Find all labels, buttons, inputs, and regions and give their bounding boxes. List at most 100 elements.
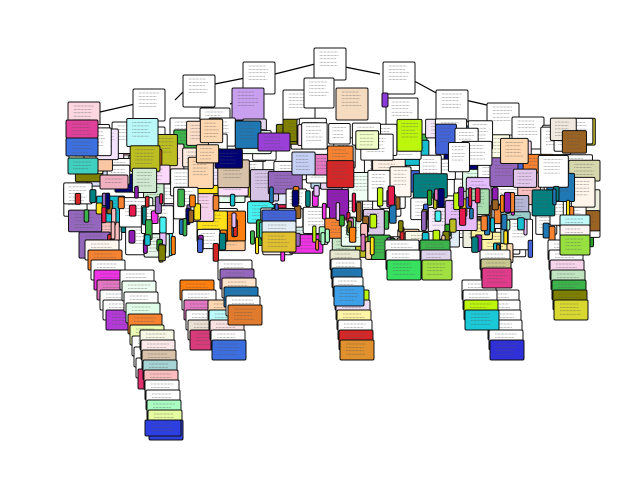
tree-node xyxy=(99,174,129,190)
tree-node xyxy=(170,235,176,256)
tree-node xyxy=(480,215,488,232)
tree-node xyxy=(126,118,159,147)
tree-node-box xyxy=(491,199,499,211)
tree-node-box xyxy=(254,236,260,255)
tree-node xyxy=(189,194,196,208)
tree-node-box xyxy=(324,228,330,243)
tree-node-box xyxy=(381,92,389,108)
tree-node-box xyxy=(369,236,375,256)
tree-node xyxy=(434,210,442,222)
tree-node-box xyxy=(480,215,488,232)
tree-node-box xyxy=(144,419,182,437)
tree-node xyxy=(335,87,369,121)
tree-node-box xyxy=(170,235,176,256)
tree-node-box xyxy=(421,210,427,232)
tree-node-box xyxy=(101,206,107,224)
tree-node-box xyxy=(499,194,505,213)
tree-node-box xyxy=(389,204,397,224)
tree-node xyxy=(199,118,224,144)
tree-node xyxy=(324,228,330,243)
tree-node xyxy=(469,207,474,220)
tree-node-box xyxy=(144,234,151,246)
tree-node-box xyxy=(512,168,538,188)
tree-node-box xyxy=(537,154,569,188)
tree-node xyxy=(159,216,167,234)
tree-node xyxy=(512,168,538,188)
tree-node-box xyxy=(468,187,473,207)
tree-node-box xyxy=(474,187,481,204)
tree-node-box xyxy=(426,189,433,206)
tree-node-box xyxy=(128,230,136,244)
tree-node xyxy=(315,238,320,251)
tree-node xyxy=(369,236,375,256)
tree-node xyxy=(503,191,512,213)
tree-node-box xyxy=(360,233,366,252)
tree-node-box xyxy=(398,220,404,233)
tree-node xyxy=(83,209,90,223)
tree-node-box xyxy=(129,145,161,172)
tree-node-box xyxy=(387,185,395,206)
tree-node xyxy=(144,419,182,437)
tree-node xyxy=(158,244,166,262)
tree-node xyxy=(471,236,479,253)
tree-node-box xyxy=(134,185,139,199)
tree-node-box xyxy=(214,148,243,169)
tree-node xyxy=(159,193,164,205)
tree-node xyxy=(499,194,505,213)
tree-node xyxy=(552,188,557,206)
tree-node-box xyxy=(503,191,512,213)
tree-node xyxy=(360,233,366,252)
tree-node xyxy=(435,89,469,123)
tree-node-box xyxy=(305,190,311,207)
tree-node xyxy=(188,209,195,224)
tree-node xyxy=(65,119,99,139)
tree-node-box xyxy=(434,210,442,222)
tree-node xyxy=(313,185,320,197)
tree-node-box xyxy=(83,209,90,223)
tree-node xyxy=(500,137,529,164)
tree-node-box xyxy=(464,309,500,331)
tree-node xyxy=(517,217,525,231)
tree-node xyxy=(481,267,513,289)
tree-node xyxy=(468,187,473,207)
tree-node xyxy=(418,154,442,179)
tree-edge xyxy=(99,103,136,113)
tree-node xyxy=(501,213,508,231)
tree-node xyxy=(254,236,260,255)
tree-node-box xyxy=(249,230,255,245)
tree-node xyxy=(348,226,357,243)
tree-node xyxy=(249,230,255,245)
tree-node-box xyxy=(182,74,216,108)
tree-node-box xyxy=(74,192,82,205)
tree-node-box xyxy=(99,174,129,190)
tree-node-box xyxy=(105,192,111,210)
tree-node xyxy=(355,130,380,150)
tree-node xyxy=(386,259,422,281)
tree-node xyxy=(559,234,591,256)
tree-node xyxy=(129,145,161,172)
tree-node-box xyxy=(369,213,378,229)
tree-node xyxy=(503,230,508,245)
tree-node xyxy=(89,189,97,204)
tree-node-box xyxy=(158,244,166,262)
tree-node xyxy=(269,186,274,204)
tree-node xyxy=(398,220,404,233)
tree-node-box xyxy=(110,221,116,240)
tree-nodes xyxy=(63,47,601,441)
tree-node xyxy=(426,189,433,206)
tree-node xyxy=(212,195,220,211)
tree-node-box xyxy=(269,186,274,204)
tree-node xyxy=(305,190,311,207)
tree-node-box xyxy=(335,202,341,221)
tree-node-box xyxy=(303,77,335,109)
tree-node-box xyxy=(188,209,195,224)
tree-node xyxy=(67,157,99,175)
tree-node xyxy=(447,141,470,173)
tree-node xyxy=(356,201,362,223)
tree-node xyxy=(537,154,569,188)
tree-node xyxy=(339,339,375,361)
tree-node xyxy=(383,210,390,230)
tree-node xyxy=(134,185,139,199)
tree-node xyxy=(333,285,365,307)
tree-node xyxy=(387,185,395,206)
